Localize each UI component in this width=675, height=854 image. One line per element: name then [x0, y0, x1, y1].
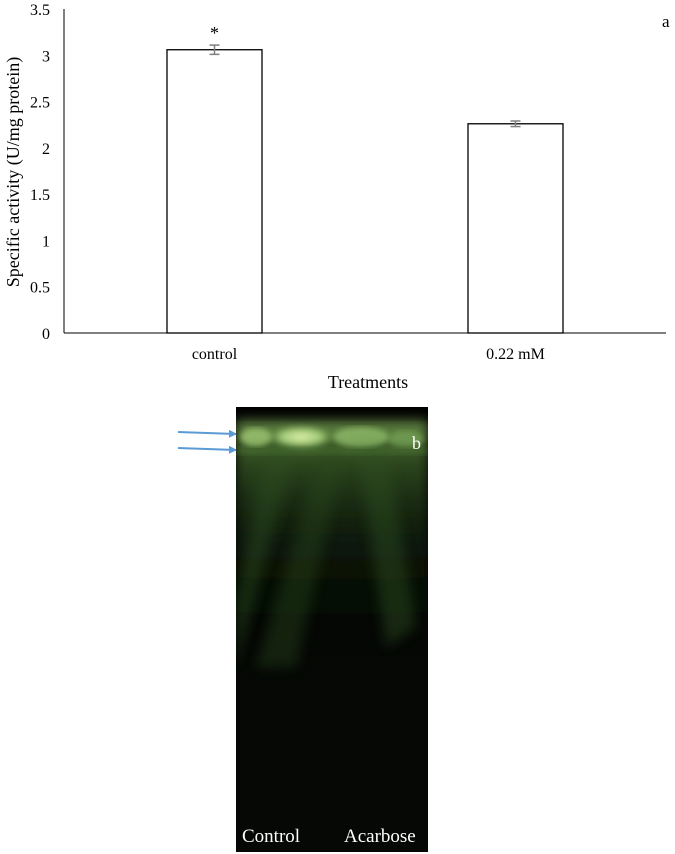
arrow-lower-band [177, 445, 237, 454]
panel-label-b: b [412, 433, 421, 453]
x-tick-label: control [192, 346, 238, 363]
arrow-upper-band [177, 429, 237, 438]
y-tick-label: 2.5 [30, 95, 50, 112]
y-tick-label: 0 [42, 326, 50, 343]
y-tick-label: 3.5 [30, 2, 50, 19]
y-axis-label: Specific activity (U/mg protein) [3, 57, 24, 287]
x-tick-labels: control 0.22 mM [192, 346, 545, 363]
bar [467, 123, 564, 334]
bar [166, 49, 263, 334]
x-axis-label: Treatments [328, 372, 408, 392]
gel-band-upper [267, 425, 335, 449]
band-arrows [177, 429, 237, 454]
y-tick-label: 0.5 [30, 280, 50, 297]
y-tick-label: 1.5 [30, 187, 50, 204]
significance-marker: * [210, 23, 219, 43]
bars [166, 49, 564, 334]
panel-label-a: a [662, 12, 670, 31]
significance-labels: * [210, 23, 219, 43]
y-tick-label: 1 [42, 233, 50, 250]
y-tick-label: 3 [42, 48, 50, 65]
y-tick-label: 2 [42, 141, 50, 158]
y-tick-labels: 0 0.5 1 1.5 2 2.5 3 3.5 [30, 2, 50, 343]
lane-label-acarbose: Acarbose [344, 826, 416, 847]
bar-chart: 0 0.5 1 1.5 2 2.5 3 3.5 * control 0.22 mM Treatm… [3, 2, 666, 392]
error-bars [209, 44, 521, 128]
x-tick-label: 0.22 mM [486, 346, 545, 363]
gel-photo [236, 407, 428, 852]
gel-image: b Control Acarbose [236, 407, 428, 852]
lane-label-control: Control [242, 826, 301, 847]
